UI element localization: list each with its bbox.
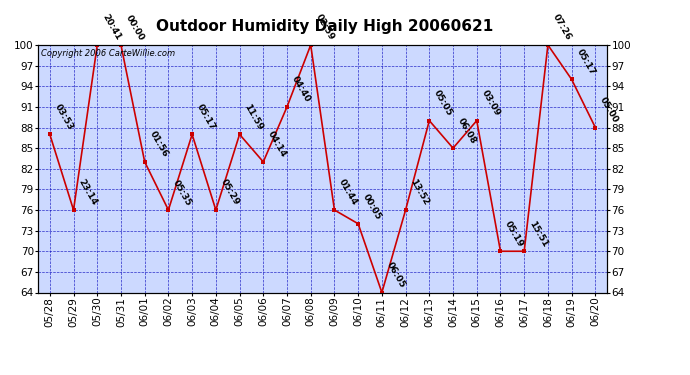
- Text: 04:14: 04:14: [266, 130, 288, 159]
- Text: 03:09: 03:09: [480, 88, 502, 118]
- Text: 05:19: 05:19: [503, 219, 525, 249]
- Text: 01:44: 01:44: [337, 178, 359, 207]
- Text: 05:17: 05:17: [195, 102, 217, 132]
- Text: 20:41: 20:41: [100, 13, 122, 42]
- Text: 01:56: 01:56: [148, 130, 170, 159]
- Text: 00:00: 00:00: [124, 13, 146, 42]
- Text: 06:08: 06:08: [456, 116, 477, 146]
- Text: 15:51: 15:51: [527, 219, 549, 249]
- Text: 06:05: 06:05: [384, 261, 406, 290]
- Text: 07:26: 07:26: [551, 13, 573, 42]
- Text: 05:29: 05:29: [219, 178, 241, 207]
- Text: 05:00: 05:00: [598, 96, 620, 125]
- Text: Outdoor Humidity Daily High 20060621: Outdoor Humidity Daily High 20060621: [156, 19, 493, 34]
- Text: 04:40: 04:40: [290, 75, 312, 104]
- Text: 02:59: 02:59: [313, 13, 335, 42]
- Text: 05:05: 05:05: [432, 89, 454, 118]
- Text: 03:53: 03:53: [52, 102, 75, 132]
- Text: 05:17: 05:17: [574, 47, 597, 76]
- Text: 05:35: 05:35: [171, 178, 193, 207]
- Text: 00:05: 00:05: [361, 192, 383, 221]
- Text: 23:14: 23:14: [77, 178, 99, 207]
- Text: 13:52: 13:52: [408, 178, 431, 207]
- Text: Copyright 2006 CarteWillie.com: Copyright 2006 CarteWillie.com: [41, 49, 175, 58]
- Text: 11:59: 11:59: [242, 102, 264, 132]
